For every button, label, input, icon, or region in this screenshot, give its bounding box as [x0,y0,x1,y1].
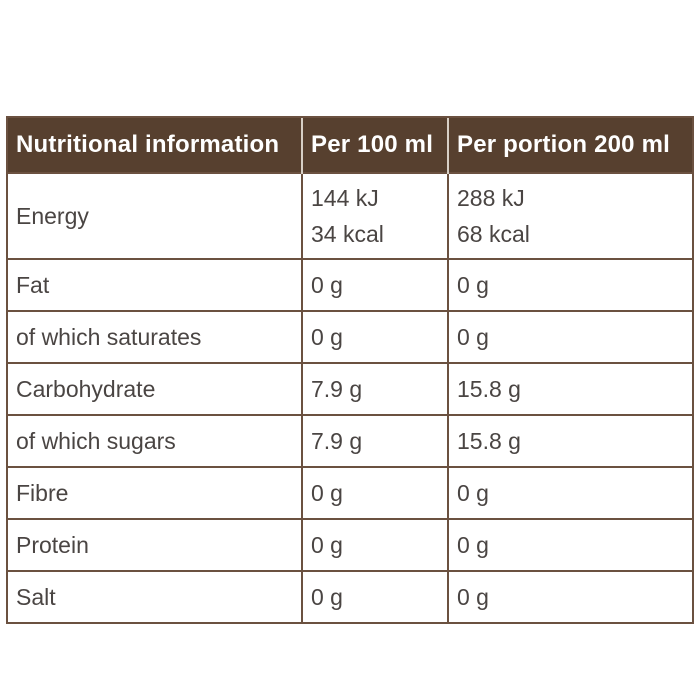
value-line: of which saturates [16,324,202,350]
table-row: Protein 0 g 0 g [8,518,692,571]
table-row: Fat 0 g 0 g [8,258,692,311]
value-line: 288 kJ [457,185,525,211]
column-header-per-portion-200ml: Per portion 200 ml [447,118,692,173]
row-label: Protein [8,518,302,571]
row-label: of which saturates [8,310,302,363]
row-label: Salt [8,570,302,622]
value-per-100ml: 0 g [301,258,448,311]
value-line: 0 g [457,532,489,558]
value-line: 7.9 g [311,376,363,402]
value-line: 0 g [457,324,489,350]
value-line: 68 kcal [457,221,530,247]
value-line: Fibre [16,480,69,506]
table-row: of which saturates 0 g 0 g [8,310,692,363]
value-line: 0 g [457,272,489,298]
row-label: Fibre [8,466,302,519]
table-header: Nutritional information Per 100 ml Per p… [8,118,692,173]
value-line: 0 g [311,532,343,558]
table-row: Salt 0 g 0 g [8,570,692,622]
value-per-portion: 15.8 g [447,362,692,415]
table-row: Carbohydrate 7.9 g 15.8 g [8,362,692,415]
nutrition-table-container: Nutritional information Per 100 ml Per p… [6,116,694,624]
value-per-100ml: 0 g [301,310,448,363]
value-per-portion: 0 g [447,466,692,519]
nutrition-table: Nutritional information Per 100 ml Per p… [8,118,692,622]
value-line: Salt [16,584,56,610]
value-per-portion: 288 kJ 68 kcal [447,172,692,259]
value-line: Energy [16,203,89,229]
value-per-100ml: 7.9 g [301,414,448,467]
value-line: Fat [16,272,50,298]
header-row: Nutritional information Per 100 ml Per p… [8,118,692,173]
value-line: 0 g [457,480,489,506]
value-line: 7.9 g [311,428,363,454]
table-row: Energy 144 kJ 34 kcal 288 kJ 68 kcal [8,172,692,259]
value-line: 0 g [311,324,343,350]
row-label: Energy [8,172,302,259]
value-line: 0 g [311,480,343,506]
table-row: Fibre 0 g 0 g [8,466,692,519]
value-line: 15.8 g [457,376,521,402]
value-line: Carbohydrate [16,376,156,402]
value-line: 34 kcal [311,221,384,247]
value-per-100ml: 0 g [301,570,448,622]
table-body: Energy 144 kJ 34 kcal 288 kJ 68 kcal Fat 0 g 0 … [8,172,692,622]
value-per-portion: 0 g [447,258,692,311]
column-header-nutritional-information: Nutritional information [8,118,302,173]
value-per-portion: 0 g [447,570,692,622]
row-label: of which sugars [8,414,302,467]
row-label: Carbohydrate [8,362,302,415]
value-line: 0 g [457,584,489,610]
table-row: of which sugars 7.9 g 15.8 g [8,414,692,467]
value-per-portion: 0 g [447,518,692,571]
value-line: 144 kJ [311,185,379,211]
value-line: 0 g [311,584,343,610]
value-per-portion: 0 g [447,310,692,363]
value-per-portion: 15.8 g [447,414,692,467]
column-header-per-100ml: Per 100 ml [301,118,448,173]
value-line: 0 g [311,272,343,298]
value-line: of which sugars [16,428,176,454]
value-line: Protein [16,532,89,558]
value-per-100ml: 7.9 g [301,362,448,415]
value-line: 15.8 g [457,428,521,454]
row-label: Fat [8,258,302,311]
value-per-100ml: 144 kJ 34 kcal [301,172,448,259]
value-per-100ml: 0 g [301,518,448,571]
value-per-100ml: 0 g [301,466,448,519]
